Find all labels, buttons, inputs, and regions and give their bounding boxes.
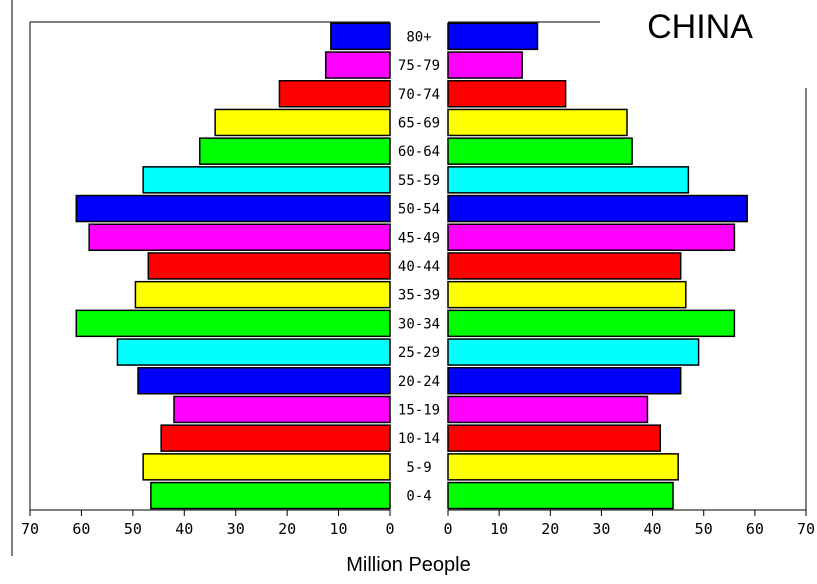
- x-tick-label: 50: [124, 520, 142, 538]
- chart-title: CHINA: [600, 8, 800, 47]
- age-label: 15-19: [398, 402, 440, 418]
- age-label: 0-4: [406, 489, 431, 505]
- bar-left-40-44: [147, 252, 391, 280]
- age-label: 50-54: [398, 202, 440, 218]
- bar-right-40-44: [447, 252, 682, 280]
- bar-left-10-14: [160, 424, 391, 452]
- bars-group: [75, 22, 748, 510]
- bar-left-55-59: [142, 166, 391, 194]
- age-label: 5-9: [406, 460, 431, 476]
- bar-right-20-24: [447, 367, 682, 395]
- bar-right-15-19: [447, 395, 649, 424]
- age-label: 35-39: [398, 288, 440, 304]
- bar-right-80+: [447, 22, 539, 51]
- x-tick-label: 30: [227, 520, 245, 538]
- bar-left-15-19: [173, 395, 391, 424]
- x-ticks-group: 70 60 50 40 30 20 10 0 0 10 20 30 40 50 60 70: [21, 510, 815, 538]
- x-tick-label: 20: [278, 520, 296, 538]
- age-labels-group: 80+ 75-79 70-74 65-69 60-64 55-59 50-54 45-49 40…: [398, 29, 440, 504]
- bar-left-25-29: [116, 338, 391, 366]
- bar-right-70-74: [447, 80, 567, 108]
- bar-right-55-59: [447, 166, 690, 194]
- age-label: 65-69: [398, 115, 440, 131]
- x-tick-label: 50: [695, 520, 713, 538]
- age-label: 45-49: [398, 230, 440, 246]
- x-tick-label: 30: [592, 520, 610, 538]
- x-tick-label: 10: [330, 520, 348, 538]
- age-label: 75-79: [398, 58, 440, 74]
- x-tick-label: 60: [746, 520, 764, 538]
- bar-right-65-69: [447, 108, 628, 137]
- x-tick-label: 70: [797, 520, 815, 538]
- chart-frame: [11, 0, 807, 556]
- age-label: 10-14: [398, 431, 440, 447]
- bar-left-0-4: [150, 481, 391, 510]
- x-tick-label: 0: [443, 520, 452, 538]
- x-tick-label: 60: [72, 520, 90, 538]
- bar-left-35-39: [134, 280, 391, 309]
- bar-left-70-74: [278, 80, 391, 108]
- bar-right-10-14: [447, 424, 661, 452]
- x-tick-label: 20: [541, 520, 559, 538]
- bar-left-50-54: [75, 194, 391, 223]
- x-tick-label: 40: [175, 520, 193, 538]
- x-axis-label: Million People: [346, 554, 471, 576]
- age-label: 80+: [406, 29, 431, 45]
- x-tick-label: 40: [644, 520, 662, 538]
- age-label: 60-64: [398, 144, 440, 160]
- bar-right-25-29: [447, 338, 700, 366]
- age-label: 20-24: [398, 374, 440, 390]
- x-tick-label: 10: [490, 520, 508, 538]
- x-tick-label: 0: [385, 520, 394, 538]
- age-label: 25-29: [398, 345, 440, 361]
- bar-left-30-34: [75, 309, 391, 338]
- age-label: 70-74: [398, 87, 440, 103]
- bar-right-5-9: [447, 453, 679, 481]
- bar-left-65-69: [214, 108, 391, 137]
- bar-right-75-79: [447, 51, 523, 79]
- bar-left-80+: [330, 22, 391, 51]
- bar-left-20-24: [137, 367, 391, 395]
- age-label: 30-34: [398, 316, 440, 332]
- bar-right-45-49: [447, 223, 736, 251]
- bar-left-75-79: [324, 51, 391, 79]
- bar-left-5-9: [142, 453, 391, 481]
- bar-right-0-4: [447, 481, 674, 510]
- age-label: 55-59: [398, 173, 440, 189]
- bar-right-50-54: [447, 194, 748, 223]
- bar-right-30-34: [447, 309, 736, 338]
- bar-left-45-49: [88, 223, 391, 251]
- age-label: 40-44: [398, 259, 440, 275]
- bar-right-60-64: [447, 137, 633, 165]
- bar-left-60-64: [198, 137, 391, 165]
- x-tick-label: 70: [21, 520, 39, 538]
- bar-right-35-39: [447, 280, 687, 309]
